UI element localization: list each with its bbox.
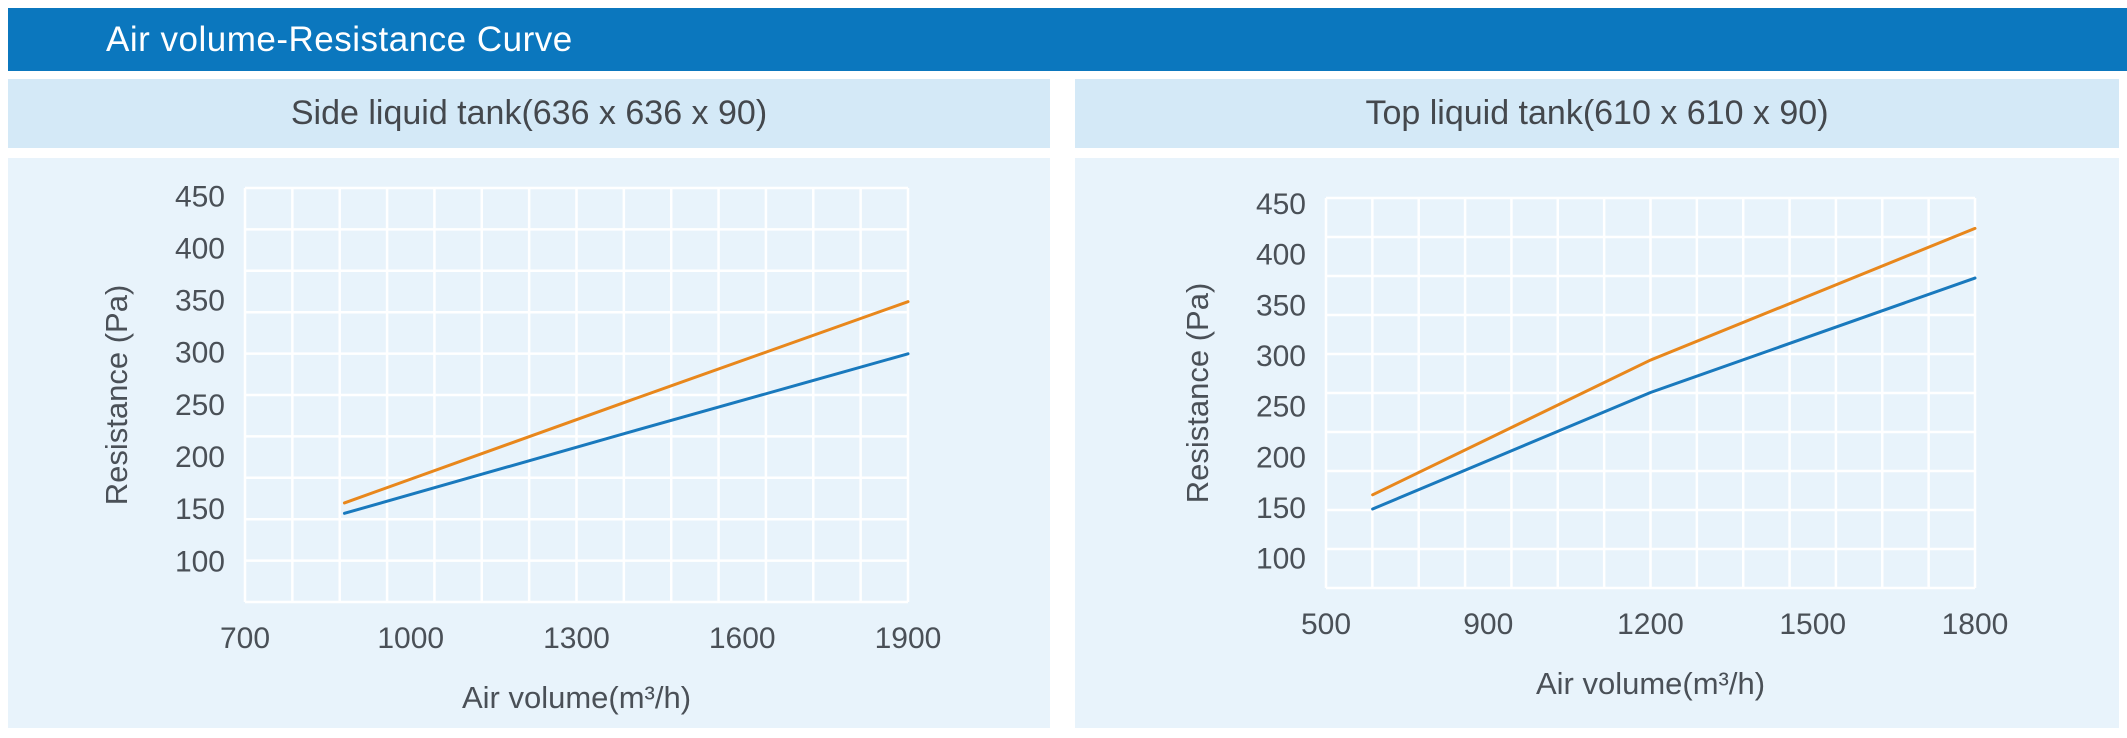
x-tick-label: 1500 xyxy=(1779,608,1846,641)
y-tick-label: 250 xyxy=(175,389,225,422)
series-line-lower-curve xyxy=(1371,276,1977,511)
y-tick-label: 450 xyxy=(175,180,225,213)
left-chart-panel: 450 400 350 300 250 200 150 100 700 1000 1300 1600 1… xyxy=(8,158,1050,728)
right-chart-panel: 450 400 350 300 250 200 150 100 500 900 1200 1500 18… xyxy=(1075,158,2119,728)
right-chart-subtitle-band: Top liquid tank(610 x 610 x 90) xyxy=(1075,79,2119,148)
page-title-bar: Air volume-Resistance Curve xyxy=(8,8,2127,71)
series-line-lower-curve xyxy=(342,352,910,515)
y-tick-label: 350 xyxy=(1256,289,1306,322)
x-tick-label: 500 xyxy=(1301,608,1351,641)
x-tick-label: 1800 xyxy=(1942,608,2009,641)
y-tick-label: 150 xyxy=(1256,492,1306,525)
y-axis-title: Resistance (Pa) xyxy=(1180,283,1215,504)
grid-lines xyxy=(243,186,910,604)
x-tick-label: 1600 xyxy=(709,622,776,655)
y-tick-label: 400 xyxy=(1256,239,1306,272)
x-tick-label: 1000 xyxy=(377,622,444,655)
left-chart-subtitle-band: Side liquid tank(636 x 636 x 90) xyxy=(8,79,1050,148)
right-chart-svg: 450 400 350 300 250 200 150 100 500 900 1200 1500 18… xyxy=(1180,188,2009,701)
y-tick-label: 400 xyxy=(175,232,225,265)
x-tick-label: 1300 xyxy=(543,622,610,655)
y-tick-label: 300 xyxy=(1256,340,1306,373)
x-axis-title: Air volume(m³/h) xyxy=(462,680,691,715)
y-tick-label: 200 xyxy=(1256,441,1306,474)
y-tick-label: 300 xyxy=(175,337,225,370)
y-tick-label: 200 xyxy=(175,441,225,474)
y-axis-title: Resistance (Pa) xyxy=(99,285,134,506)
y-tick-label: 100 xyxy=(175,545,225,578)
right-chart-subtitle: Top liquid tank(610 x 610 x 90) xyxy=(1365,94,1829,132)
left-chart-subtitle: Side liquid tank(636 x 636 x 90) xyxy=(290,94,768,132)
page-title: Air volume-Resistance Curve xyxy=(106,19,573,59)
x-axis-title: Air volume(m³/h) xyxy=(1536,666,1765,701)
y-tick-label: 150 xyxy=(175,493,225,526)
series-line-upper-curve xyxy=(1371,226,1977,497)
x-tick-label: 700 xyxy=(220,622,270,655)
series-line-upper-curve xyxy=(342,300,910,505)
y-tick-label: 100 xyxy=(1256,543,1306,576)
x-tick-label: 900 xyxy=(1463,608,1513,641)
x-tick-label: 1900 xyxy=(875,622,942,655)
x-tick-label: 1200 xyxy=(1617,608,1684,641)
y-tick-label: 250 xyxy=(1256,391,1306,424)
y-tick-label: 350 xyxy=(175,285,225,318)
y-tick-label: 450 xyxy=(1256,188,1306,221)
left-chart-svg: 450 400 350 300 250 200 150 100 700 1000 1300 1600 1… xyxy=(99,180,942,715)
